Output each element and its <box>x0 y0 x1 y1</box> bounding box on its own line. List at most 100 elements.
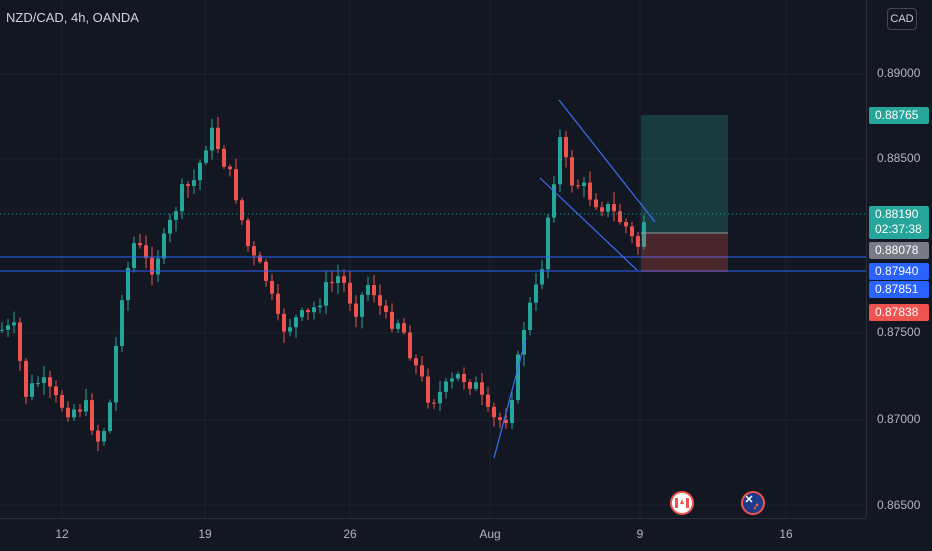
candle-body <box>408 332 412 359</box>
price-tick: 0.87500 <box>877 325 921 339</box>
chart-grid <box>0 0 866 518</box>
candle-body <box>246 220 250 247</box>
bar-countdown: 02:37:38 <box>875 222 922 236</box>
price-axis[interactable]: 0.89000 0.88500 0.87500 0.87000 0.86500 <box>866 0 932 518</box>
candle-body <box>570 157 574 186</box>
candle-body <box>522 330 526 355</box>
candle-body <box>222 148 226 167</box>
time-tick: Aug <box>479 527 501 541</box>
candle-body <box>624 222 628 227</box>
candle-body <box>174 211 178 220</box>
candle-body <box>168 219 172 234</box>
candle-body <box>540 269 544 285</box>
candle-body <box>84 400 88 412</box>
price-tick: 0.89000 <box>877 66 921 80</box>
price-tick: 0.86500 <box>877 498 921 512</box>
price-chart[interactable] <box>0 0 866 518</box>
candle-body <box>54 386 58 396</box>
candle-body <box>606 204 610 212</box>
symbol-title[interactable]: NZD/CAD, 4h, OANDA <box>6 10 139 25</box>
candle-body <box>444 381 448 392</box>
time-tick: 9 <box>636 527 644 541</box>
candle-body <box>150 257 154 275</box>
candle-body <box>420 365 424 377</box>
candle-body <box>354 303 358 317</box>
candle-body <box>270 280 274 294</box>
time-tick: 26 <box>343 527 357 541</box>
canada-flag-icon[interactable] <box>670 491 694 515</box>
candle-body <box>276 293 280 314</box>
candle-body <box>42 377 46 384</box>
time-axis[interactable]: 12 19 26 Aug 9 16 <box>0 518 866 551</box>
candle-body <box>366 284 370 295</box>
candle-body <box>48 377 52 387</box>
candle-body <box>60 395 64 408</box>
candle-body <box>138 243 142 246</box>
candle-body <box>456 373 460 379</box>
candle-body <box>300 310 304 318</box>
candle-body <box>36 383 40 385</box>
candle-body <box>162 233 166 259</box>
candle-body <box>498 417 502 420</box>
candle-body <box>342 276 346 283</box>
candle-body <box>210 127 214 151</box>
candle-body <box>618 211 622 223</box>
candle-body <box>576 185 580 187</box>
time-tick: 12 <box>55 527 69 541</box>
candle-body <box>126 267 130 301</box>
candle-body <box>72 409 76 418</box>
candle-body <box>390 311 394 329</box>
stop-price-label: 0.87838 <box>869 304 929 321</box>
trend-line-lower <box>539 177 638 271</box>
candle-body <box>600 207 604 212</box>
candle-body <box>528 302 532 331</box>
candle-body <box>336 276 340 283</box>
target-zone <box>641 115 728 233</box>
candle-body <box>132 243 136 268</box>
last-price-label: 0.88190 02:37:38 <box>869 206 929 239</box>
candle-body <box>180 184 184 212</box>
candle-body <box>120 300 124 346</box>
price-tick: 0.87000 <box>877 412 921 426</box>
candle-body <box>228 166 232 170</box>
trend-line-rise <box>493 337 527 459</box>
candle-body <box>18 322 22 361</box>
candle-body <box>96 430 100 442</box>
candle-body <box>546 217 550 270</box>
candle-body <box>288 327 292 332</box>
candle-body <box>252 246 256 256</box>
candle-body <box>102 431 106 442</box>
candle-body <box>156 258 160 275</box>
candle-body <box>6 325 10 330</box>
candle-body <box>492 406 496 418</box>
level-price-label: 0.88078 <box>869 242 929 259</box>
candle-body <box>516 354 520 401</box>
price-tick: 0.88500 <box>877 151 921 165</box>
candlestick-series <box>0 117 646 452</box>
candle-body <box>258 255 262 262</box>
trend-line-upper <box>558 99 656 223</box>
candle-body <box>474 382 478 389</box>
target-price-label: 0.88765 <box>869 107 929 124</box>
candle-body <box>192 180 196 186</box>
line-price-label: 0.87940 <box>869 263 929 280</box>
candle-body <box>486 394 490 407</box>
candle-body <box>282 313 286 332</box>
stop-zone <box>641 233 728 272</box>
currency-button[interactable]: CAD <box>887 8 917 30</box>
candle-body <box>588 182 592 200</box>
candle-body <box>144 245 148 258</box>
candle-body <box>396 323 400 329</box>
candle-body <box>114 345 118 403</box>
candle-body <box>642 222 646 247</box>
last-price-value: 0.88190 <box>875 207 919 221</box>
time-tick: 19 <box>198 527 212 541</box>
candle-body <box>78 409 82 412</box>
candle-body <box>294 317 298 328</box>
candle-body <box>402 323 406 333</box>
candle-body <box>438 391 442 404</box>
candle-body <box>594 199 598 208</box>
new-zealand-flag-icon[interactable] <box>741 491 765 515</box>
candle-body <box>204 150 208 163</box>
candle-body <box>636 236 640 247</box>
